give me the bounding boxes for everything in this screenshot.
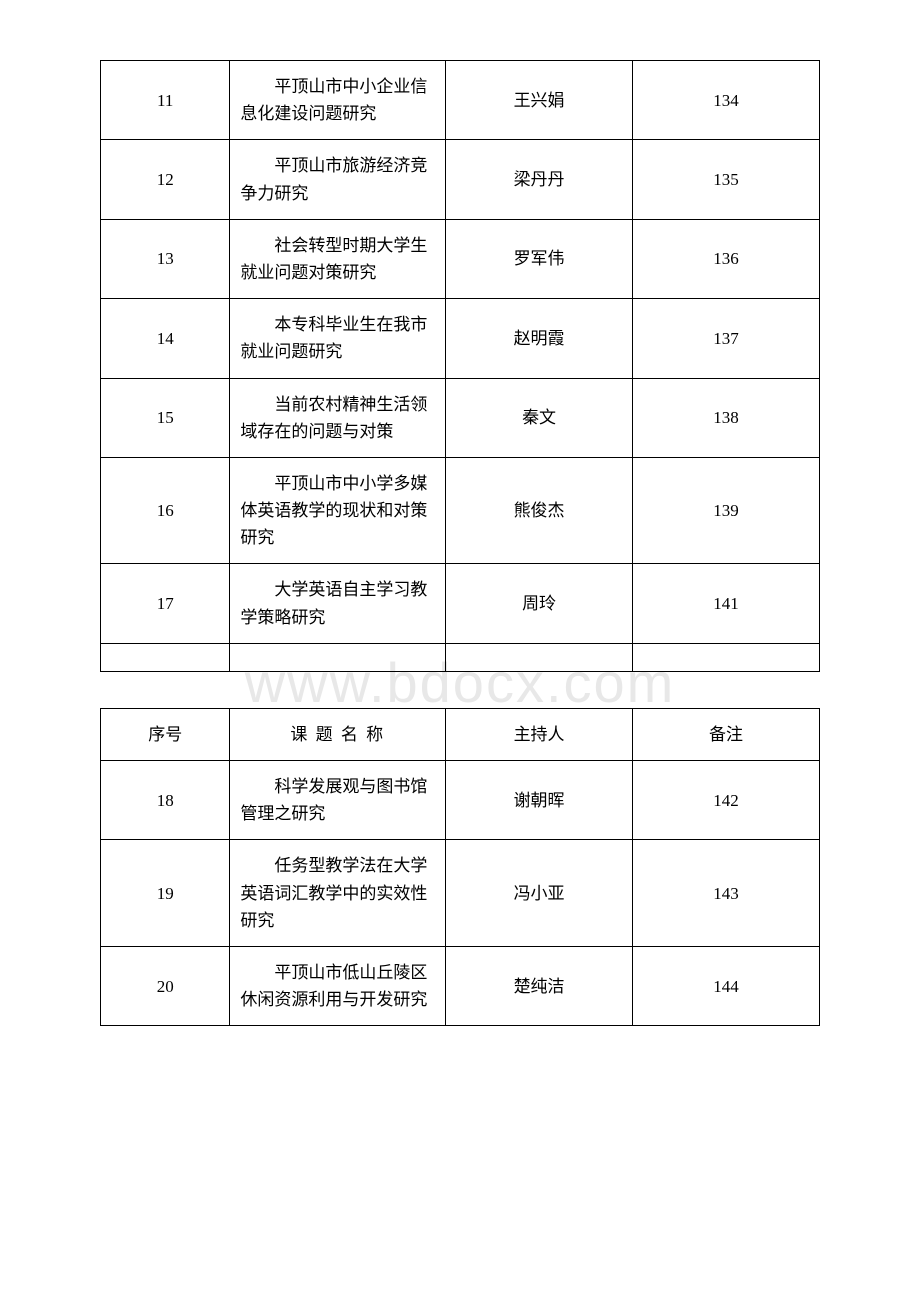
cell-empty (101, 643, 230, 671)
title-text: 科学发展观与图书馆管理之研究 (240, 773, 437, 827)
cell-note: 135 (633, 140, 820, 219)
cell-title: 平顶山市中小学多媒体英语教学的现状和对策研究 (230, 457, 446, 564)
cell-empty (446, 643, 633, 671)
cell-person: 谢朝晖 (446, 761, 633, 840)
cell-note: 134 (633, 61, 820, 140)
table-row: 20 平顶山市低山丘陵区休闲资源利用与开发研究 楚纯洁 144 (101, 946, 820, 1025)
table-row: 11 平顶山市中小企业信息化建设问题研究 王兴娟 134 (101, 61, 820, 140)
cell-title: 大学英语自主学习教学策略研究 (230, 564, 446, 643)
title-text: 平顶山市低山丘陵区休闲资源利用与开发研究 (240, 959, 437, 1013)
title-text: 当前农村精神生活领域存在的问题与对策 (240, 391, 437, 445)
cell-seq: 16 (101, 457, 230, 564)
table-row: 12 平顶山市旅游经济竞争力研究 梁丹丹 135 (101, 140, 820, 219)
cell-person: 周玲 (446, 564, 633, 643)
cell-seq: 17 (101, 564, 230, 643)
header-seq: 序号 (101, 708, 230, 760)
title-text: 平顶山市旅游经济竞争力研究 (240, 152, 437, 206)
cell-person: 王兴娟 (446, 61, 633, 140)
cell-note: 144 (633, 946, 820, 1025)
cell-title: 社会转型时期大学生就业问题对策研究 (230, 219, 446, 298)
table-header-row: 序号 课 题 名 称 主持人 备注 (101, 708, 820, 760)
table-row: 18 科学发展观与图书馆管理之研究 谢朝晖 142 (101, 761, 820, 840)
cell-note: 137 (633, 299, 820, 378)
cell-seq: 12 (101, 140, 230, 219)
cell-person: 冯小亚 (446, 840, 633, 947)
cell-person: 罗军伟 (446, 219, 633, 298)
cell-seq: 11 (101, 61, 230, 140)
cell-note: 142 (633, 761, 820, 840)
title-text: 任务型教学法在大学英语词汇教学中的实效性研究 (240, 852, 437, 934)
cell-seq: 20 (101, 946, 230, 1025)
title-text: 平顶山市中小企业信息化建设问题研究 (240, 73, 437, 127)
cell-empty (633, 643, 820, 671)
header-person: 主持人 (446, 708, 633, 760)
table-row: 14 本专科毕业生在我市就业问题研究 赵明霞 137 (101, 299, 820, 378)
cell-seq: 19 (101, 840, 230, 947)
cell-note: 139 (633, 457, 820, 564)
cell-title: 平顶山市低山丘陵区休闲资源利用与开发研究 (230, 946, 446, 1025)
cell-title: 平顶山市中小企业信息化建设问题研究 (230, 61, 446, 140)
cell-person: 熊俊杰 (446, 457, 633, 564)
cell-title: 本专科毕业生在我市就业问题研究 (230, 299, 446, 378)
cell-seq: 15 (101, 378, 230, 457)
cell-title: 当前农村精神生活领域存在的问题与对策 (230, 378, 446, 457)
cell-note: 143 (633, 840, 820, 947)
cell-note: 136 (633, 219, 820, 298)
table-row-empty (101, 643, 820, 671)
table-row: 16 平顶山市中小学多媒体英语教学的现状和对策研究 熊俊杰 139 (101, 457, 820, 564)
table-gap (100, 672, 820, 708)
cell-title: 平顶山市旅游经济竞争力研究 (230, 140, 446, 219)
table-1: 11 平顶山市中小企业信息化建设问题研究 王兴娟 134 12 平顶山市旅游经济… (100, 60, 820, 672)
header-note: 备注 (633, 708, 820, 760)
table-row: 15 当前农村精神生活领域存在的问题与对策 秦文 138 (101, 378, 820, 457)
title-text: 大学英语自主学习教学策略研究 (240, 576, 437, 630)
cell-note: 141 (633, 564, 820, 643)
cell-empty (230, 643, 446, 671)
table-row: 19 任务型教学法在大学英语词汇教学中的实效性研究 冯小亚 143 (101, 840, 820, 947)
cell-person: 赵明霞 (446, 299, 633, 378)
cell-person: 梁丹丹 (446, 140, 633, 219)
cell-title: 任务型教学法在大学英语词汇教学中的实效性研究 (230, 840, 446, 947)
cell-person: 楚纯洁 (446, 946, 633, 1025)
table-row: 13 社会转型时期大学生就业问题对策研究 罗军伟 136 (101, 219, 820, 298)
cell-seq: 14 (101, 299, 230, 378)
title-text: 本专科毕业生在我市就业问题研究 (240, 311, 437, 365)
cell-seq: 13 (101, 219, 230, 298)
cell-title: 科学发展观与图书馆管理之研究 (230, 761, 446, 840)
table-row: 17 大学英语自主学习教学策略研究 周玲 141 (101, 564, 820, 643)
header-title: 课 题 名 称 (230, 708, 446, 760)
title-text: 平顶山市中小学多媒体英语教学的现状和对策研究 (240, 470, 437, 552)
cell-seq: 18 (101, 761, 230, 840)
cell-note: 138 (633, 378, 820, 457)
cell-person: 秦文 (446, 378, 633, 457)
title-text: 社会转型时期大学生就业问题对策研究 (240, 232, 437, 286)
table-2: 序号 课 题 名 称 主持人 备注 18 科学发展观与图书馆管理之研究 谢朝晖 … (100, 708, 820, 1027)
